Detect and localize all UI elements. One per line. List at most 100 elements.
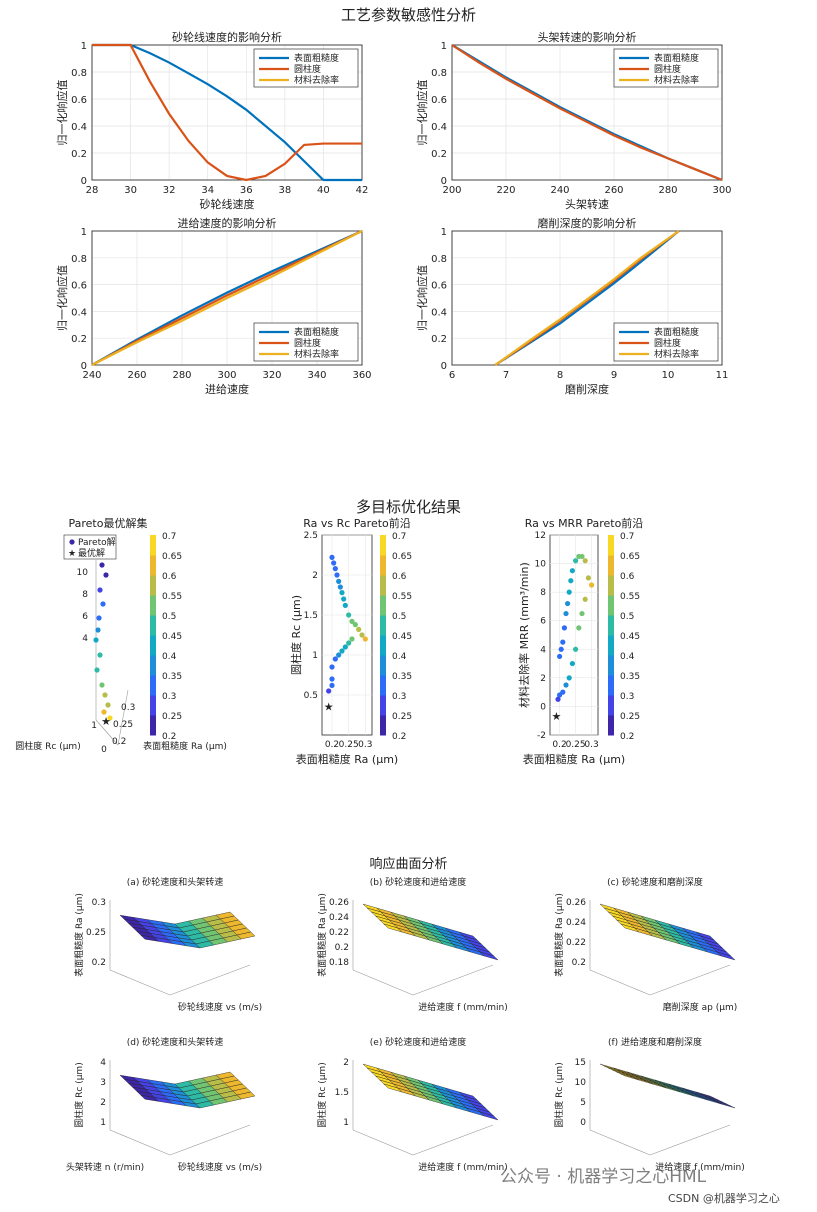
colorbar-segment (380, 535, 386, 556)
colorbar-tick: 0.3 (392, 692, 406, 702)
colorbar-tick: 0.5 (392, 612, 406, 622)
x-tick-label: 42 (356, 185, 369, 196)
colorbar-segment (608, 615, 614, 636)
y-tick-label: 12 (535, 531, 546, 541)
x-axis-label: 砂轮线速度 (200, 197, 255, 211)
pareto-point (569, 568, 576, 574)
response-surface-3 (589, 900, 736, 996)
colorbar-tick: 0.65 (162, 552, 182, 562)
x-tick-label: 36 (240, 185, 253, 196)
line-chart-3 (91, 229, 363, 366)
pareto-point (99, 682, 105, 688)
axis-line (649, 1124, 731, 1156)
pareto-point (329, 554, 335, 561)
pareto-point (359, 632, 365, 638)
pareto-point (339, 590, 345, 596)
x-axis-label: 砂轮线速度 vs (m/s) (178, 1001, 262, 1013)
surface-patch (716, 1101, 736, 1109)
y-tick-label: 1.5 (304, 611, 318, 621)
z-tick-label: 4 (100, 1058, 106, 1068)
series-line-1 (91, 229, 363, 366)
surface-patch (716, 951, 736, 961)
axis-line (169, 964, 251, 996)
pareto-point (356, 626, 362, 633)
z-tick-label: 1 (100, 1118, 106, 1128)
axis-line (109, 969, 171, 996)
x-tick-label: 0.2 (112, 737, 126, 747)
axis-line (352, 1129, 414, 1156)
y-axis-label: 归一化响应值 (415, 265, 429, 331)
colorbar-segment (608, 655, 614, 676)
z-tick-label: 1.5 (335, 1088, 349, 1098)
colorbar-segment (608, 675, 614, 696)
axis-line (589, 969, 651, 996)
x-axis-label: 进给速度 f (mm/min) (418, 1001, 507, 1013)
pareto-point (95, 627, 101, 633)
x-tick-label: 11 (716, 370, 729, 381)
response-surface-6 (589, 1060, 736, 1156)
x-tick-label: 200 (442, 185, 461, 196)
pareto-point (589, 582, 595, 588)
z-tick-label: 0.24 (566, 918, 586, 928)
pareto-point (352, 622, 358, 628)
legend-label: 圆柱度 (294, 63, 321, 75)
y-tick-label: 6 (540, 617, 546, 627)
legend-star: ★ (68, 549, 76, 559)
z-tick-label: 3 (100, 1078, 106, 1088)
legend-label: 材料去除率 (294, 348, 339, 360)
pareto-point (563, 682, 569, 688)
colorbar-tick: 0.6 (162, 572, 177, 582)
colorbar-segment (608, 535, 614, 556)
pareto-point (557, 653, 563, 660)
optimum-star: ★ (551, 710, 561, 723)
pareto-point (346, 640, 352, 646)
axis-line (589, 1129, 651, 1156)
colorbar-segment (150, 575, 156, 596)
pareto-point (99, 562, 105, 568)
pareto-point (97, 652, 103, 658)
series-line-2 (91, 230, 363, 366)
y-axis-label: 圆柱度 Rc (μm) (15, 740, 80, 752)
colorbar-segment (150, 675, 156, 696)
pareto-point (349, 618, 355, 625)
x-axis-label: 砂轮线速度 vs (m/s) (178, 1161, 262, 1173)
pareto-point (346, 612, 352, 618)
pareto-point (573, 646, 579, 652)
pareto-point (100, 601, 106, 607)
plot-frame (451, 44, 723, 181)
colorbar-tick: 0.5 (620, 612, 634, 622)
y-tick-label: 0.6 (71, 95, 87, 106)
colorbar-segment (150, 595, 156, 616)
pareto-scatter-2 (549, 534, 599, 736)
z-tick-label: 15 (575, 1058, 586, 1068)
colorbar-segment (380, 715, 386, 736)
pareto-point (579, 610, 585, 617)
pareto-point (93, 637, 99, 643)
plot-frame (451, 230, 723, 366)
colorbar-tick: 0.25 (620, 712, 640, 722)
z-axis-label: 表面粗糙度 Ra (μm) (553, 893, 565, 977)
colorbar-tick: 0.55 (162, 592, 182, 602)
z-tick-label: 0.2 (92, 958, 106, 968)
axis-line (412, 964, 494, 996)
pareto-point (582, 596, 588, 602)
z-tick-label: 0.22 (329, 928, 349, 938)
surface-patch (236, 931, 256, 940)
legend-label: 表面粗糙度 (294, 52, 339, 64)
x-axis-label: 表面粗糙度 Ra (μm) (296, 752, 398, 766)
pareto-point (582, 558, 588, 564)
pareto-point (101, 709, 107, 715)
x-tick-label: 280 (658, 185, 677, 196)
legend-label: 表面粗糙度 (654, 52, 699, 64)
colorbar-segment (150, 635, 156, 656)
z-tick-label: 10 (77, 568, 89, 578)
colorbar-segment (150, 555, 156, 576)
response-surface-2 (352, 900, 499, 996)
x-tick-label: 10 (662, 370, 675, 381)
legend-label: Pareto解 (78, 536, 116, 548)
z-axis-label: 圆柱度 Rc (μm) (316, 1062, 328, 1127)
x-tick-label: 30 (124, 185, 137, 196)
colorbar-tick: 0.25 (392, 712, 412, 722)
x-axis-label: 磨削深度 (565, 382, 609, 396)
y-tick-label: 0.6 (71, 281, 87, 292)
